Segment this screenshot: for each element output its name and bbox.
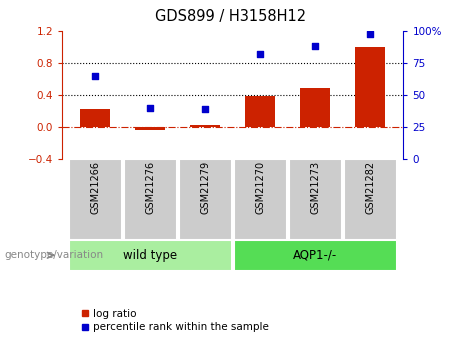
Bar xyxy=(300,89,331,127)
Bar xyxy=(245,97,276,127)
Point xyxy=(147,105,154,110)
Bar xyxy=(289,159,342,240)
Text: wild type: wild type xyxy=(123,249,177,262)
Legend: log ratio, percentile rank within the sample: log ratio, percentile rank within the sa… xyxy=(77,305,273,336)
Bar xyxy=(80,109,110,127)
Text: GDS899 / H3158H12: GDS899 / H3158H12 xyxy=(155,9,306,23)
Text: GSM21279: GSM21279 xyxy=(200,161,210,214)
Text: GSM21270: GSM21270 xyxy=(255,161,266,214)
Text: genotype/variation: genotype/variation xyxy=(5,250,104,260)
Text: GSM21282: GSM21282 xyxy=(366,161,375,214)
Bar xyxy=(179,159,232,240)
Point xyxy=(366,31,374,36)
Text: GSM21273: GSM21273 xyxy=(310,161,320,214)
Text: AQP1-/-: AQP1-/- xyxy=(293,249,337,262)
Bar xyxy=(344,159,397,240)
Point xyxy=(92,73,99,79)
Bar xyxy=(190,125,220,127)
Bar xyxy=(234,240,397,271)
Point xyxy=(312,43,319,49)
Bar xyxy=(234,159,287,240)
Bar xyxy=(135,127,165,130)
Bar xyxy=(69,240,232,271)
Text: GSM21276: GSM21276 xyxy=(145,161,155,214)
Point xyxy=(201,106,209,112)
Text: GSM21266: GSM21266 xyxy=(90,161,100,214)
Bar xyxy=(69,159,122,240)
Point xyxy=(257,51,264,57)
Bar xyxy=(355,47,385,127)
Bar xyxy=(124,159,177,240)
